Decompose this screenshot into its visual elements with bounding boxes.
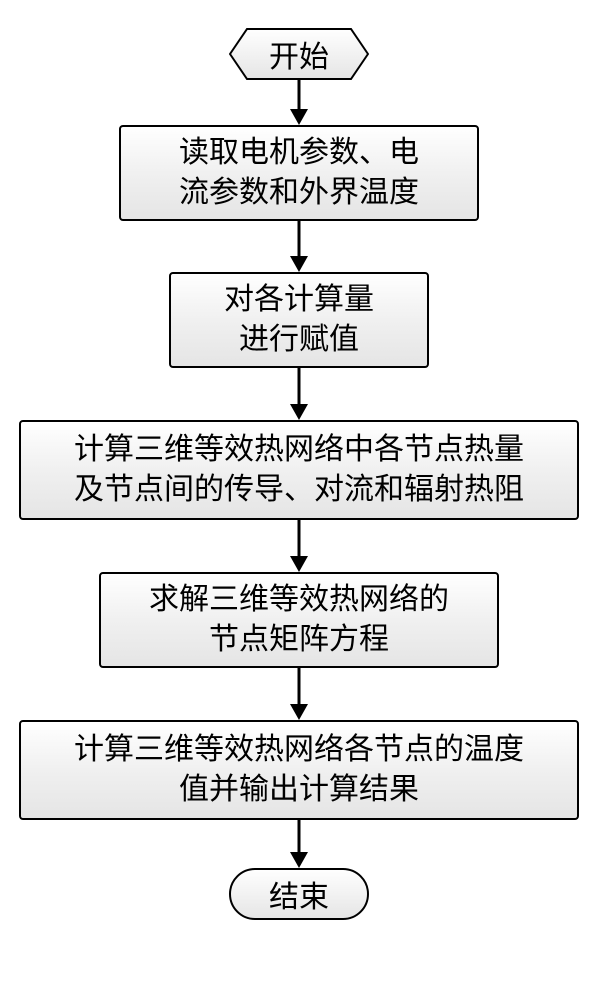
start-node: 开始 (229, 28, 369, 80)
step5-label: 计算三维等效热网络各节点的温度 值并输出计算结果 (74, 730, 524, 811)
step5-node: 计算三维等效热网络各节点的温度 值并输出计算结果 (19, 720, 579, 820)
step3-label: 计算三维等效热网络中各节点热量 及节点间的传导、对流和辐射热阻 (74, 430, 524, 511)
step4-node: 求解三维等效热网络的 节点矩阵方程 (99, 572, 499, 668)
step2-node: 对各计算量 进行赋值 (169, 272, 429, 368)
arrow-2 (298, 221, 300, 272)
arrow-4 (298, 520, 300, 572)
arrow-6 (298, 820, 300, 868)
end-label: 结束 (269, 872, 329, 916)
step4-label: 求解三维等效热网络的 节点矩阵方程 (149, 580, 449, 661)
end-node: 结束 (229, 868, 369, 920)
step1-label: 读取电机参数、电 流参数和外界温度 (179, 133, 419, 214)
step2-label: 对各计算量 进行赋值 (224, 280, 374, 361)
step3-node: 计算三维等效热网络中各节点热量 及节点间的传导、对流和辐射热阻 (19, 420, 579, 520)
arrow-5 (298, 668, 300, 720)
flowchart-container: 开始 读取电机参数、电 流参数和外界温度 对各计算量 进行赋值 计算三维等效热网… (0, 0, 598, 1000)
arrow-1 (298, 80, 300, 125)
arrow-3 (298, 368, 300, 420)
step1-node: 读取电机参数、电 流参数和外界温度 (119, 125, 479, 221)
start-label: 开始 (269, 32, 329, 76)
